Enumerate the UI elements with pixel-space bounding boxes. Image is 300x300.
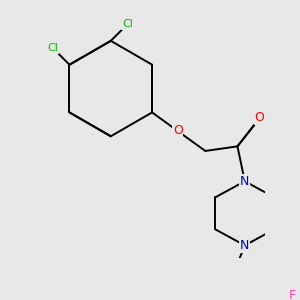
- Text: N: N: [240, 239, 250, 252]
- Text: Cl: Cl: [122, 19, 133, 29]
- Text: F: F: [288, 290, 296, 300]
- Text: N: N: [240, 175, 250, 188]
- Text: O: O: [254, 111, 264, 124]
- Text: O: O: [173, 124, 183, 137]
- Text: N: N: [240, 175, 250, 188]
- Text: Cl: Cl: [47, 43, 58, 53]
